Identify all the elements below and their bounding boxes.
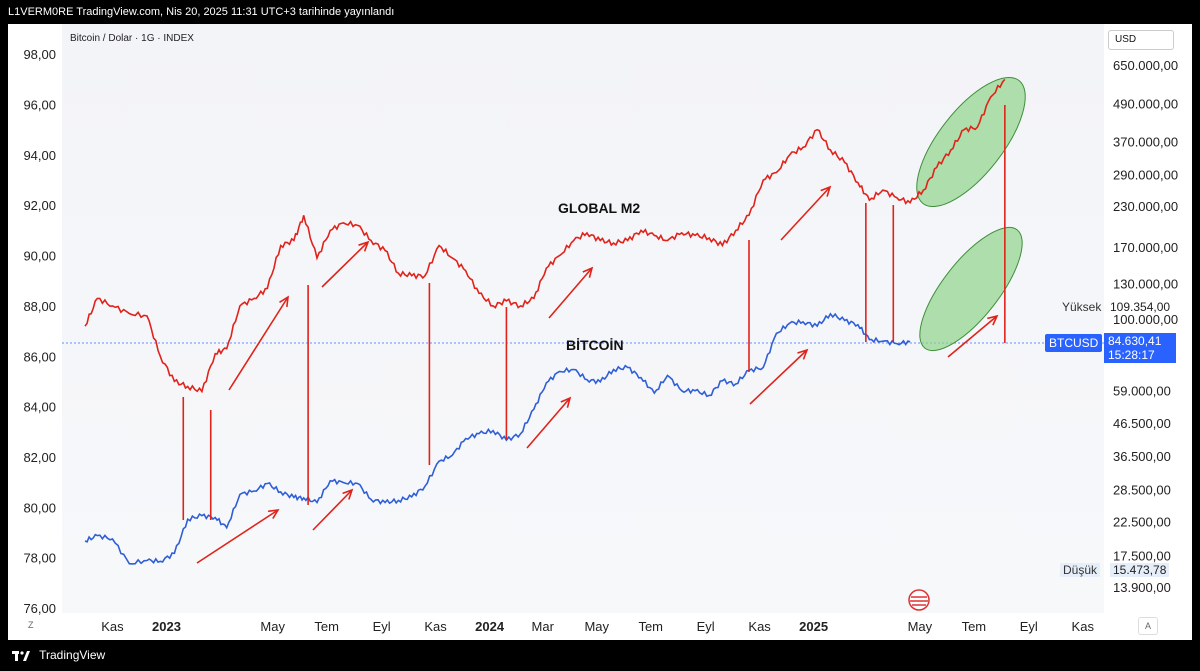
right-tick-label: 17.500,00 <box>1113 549 1171 564</box>
trend-arrow-shaft <box>548 267 593 319</box>
trend-arrow-head <box>797 348 809 360</box>
low-label: Düşük <box>1060 563 1101 577</box>
trend-arrow-head <box>342 488 354 500</box>
time-tick-label: Kas <box>1072 619 1095 634</box>
trend-arrow-head <box>267 508 280 519</box>
left-axis-ticks: 76,00 78,00 80,00 82,00 84,00 86,00 88,00 90,00… <box>23 47 56 616</box>
footer-brand: TradingView <box>39 648 106 662</box>
left-tick-label: 94,00 <box>23 148 56 163</box>
time-axis-ticks: Kas 2023 May Tem Eyl Kas 2024 Mar May Tem Eyl Kas 20… <box>101 619 1094 634</box>
currency-button[interactable]: USD <box>1108 30 1174 50</box>
time-tick-label: Kas <box>424 619 447 634</box>
time-tick-label: Eyl <box>373 619 391 634</box>
time-tick-label: Eyl <box>1020 619 1038 634</box>
right-tick-label: 46.500,00 <box>1113 416 1171 431</box>
time-tick-label: 2023 <box>152 619 181 634</box>
time-tick-label: Mar <box>532 619 555 634</box>
right-tick-label: 290.000,00 <box>1113 168 1178 183</box>
us-flag-icon[interactable] <box>908 589 930 611</box>
right-tick-label: 230.000,00 <box>1113 199 1178 214</box>
trend-arrow-shaft <box>780 186 831 241</box>
left-tick-label: 82,00 <box>23 450 56 465</box>
m2-highlight-ellipse <box>916 76 1026 208</box>
m2-annotation-label: GLOBAL M2 <box>558 200 640 216</box>
left-tick-label: 96,00 <box>23 98 56 113</box>
trend-arrow-head <box>358 240 370 252</box>
right-tick-label: 28.500,00 <box>1113 483 1171 498</box>
time-tick-label: Kas <box>748 619 771 634</box>
time-tick-label: Tem <box>638 619 663 634</box>
left-tick-label: 88,00 <box>23 299 56 314</box>
trend-arrow-head <box>820 185 832 197</box>
trend-arrow-shaft <box>196 509 279 564</box>
left-tick-label: 80,00 <box>23 500 56 515</box>
trend-arrow-shaft <box>321 241 369 288</box>
time-tick-label: Eyl <box>697 619 715 634</box>
bar-countdown: 15:28:17 <box>1108 348 1155 362</box>
trend-arrow-shaft <box>947 315 998 358</box>
zoom-button[interactable]: Z <box>28 620 34 630</box>
right-tick-label: 100.000,00 <box>1113 312 1178 327</box>
btc-annotation-label: BİTCOİN <box>566 337 624 353</box>
time-tick-label: 2024 <box>475 619 505 634</box>
symbol-tag: BTCUSD <box>1045 334 1103 352</box>
time-tick-label: Tem <box>314 619 339 634</box>
publisher-text: L1VERM0RE TradingView.com, Nis 20, 2025 … <box>8 6 395 18</box>
trend-arrow-shaft <box>312 489 353 531</box>
time-tick-label: May <box>584 619 609 634</box>
left-price-axis[interactable] <box>8 24 62 613</box>
trend-arrow-head <box>560 396 572 408</box>
trend-arrow-head <box>987 314 999 326</box>
auto-scale-button[interactable]: A <box>1138 617 1158 635</box>
time-tick-label: May <box>908 619 933 634</box>
trend-arrow-shaft <box>228 296 289 391</box>
btc-projection-ellipse <box>919 226 1023 352</box>
left-tick-label: 76,00 <box>23 601 56 616</box>
low-value: 15.473,78 <box>1110 563 1170 577</box>
right-tick-label: 36.500,00 <box>1113 449 1171 464</box>
trend-arrow-shaft <box>526 397 571 449</box>
right-tick-label: 370.000,00 <box>1113 134 1178 149</box>
right-tick-label: 490.000,00 <box>1113 96 1178 111</box>
right-tick-label: 170.000,00 <box>1113 240 1178 255</box>
footer-bar: TradingView <box>0 640 1200 671</box>
us-flag-stripes-icon <box>910 596 928 606</box>
right-tick-label: 59.000,00 <box>1113 384 1171 399</box>
right-tick-label: 13.900,00 <box>1113 580 1171 595</box>
vertical-markers <box>182 105 1006 520</box>
right-tick-label: 650.000,00 <box>1113 58 1178 73</box>
last-price: 84.630,41 <box>1108 334 1162 348</box>
right-tick-label: 130.000,00 <box>1113 276 1178 291</box>
trend-arrow-head <box>582 266 594 278</box>
left-tick-label: 78,00 <box>23 551 56 566</box>
high-label: Yüksek <box>1062 300 1102 314</box>
trend-arrows <box>196 185 999 564</box>
time-tick-label: Kas <box>101 619 124 634</box>
right-price-axis[interactable] <box>1104 24 1192 613</box>
left-tick-label: 90,00 <box>23 249 56 264</box>
trend-arrow-shaft <box>749 349 808 405</box>
right-tick-label: 22.500,00 <box>1113 515 1171 530</box>
last-price-badge: 84.630,41 15:28:17 <box>1104 333 1176 363</box>
high-value: 109.354,00 <box>1110 300 1171 314</box>
publisher-bar: L1VERM0RE TradingView.com, Nis 20, 2025 … <box>0 0 1200 24</box>
time-tick-label: 2025 <box>799 619 828 634</box>
right-axis-ticks: 13.900,00 17.500,00 22.500,00 28.500,00 36.5… <box>1113 58 1178 595</box>
tradingview-logo-icon <box>12 650 30 661</box>
left-tick-label: 84,00 <box>23 400 56 415</box>
time-tick-label: May <box>260 619 285 634</box>
btc-series-line <box>84 312 911 565</box>
m2-series-line <box>84 78 1006 394</box>
symbol-legend[interactable]: Bitcoin / Dolar · 1G · INDEX <box>70 33 194 44</box>
left-tick-label: 98,00 <box>23 47 56 62</box>
trend-arrow-head <box>279 295 289 308</box>
left-tick-label: 86,00 <box>23 349 56 364</box>
time-axis[interactable] <box>8 613 1192 640</box>
time-tick-label: Tem <box>962 619 987 634</box>
left-tick-label: 92,00 <box>23 198 56 213</box>
